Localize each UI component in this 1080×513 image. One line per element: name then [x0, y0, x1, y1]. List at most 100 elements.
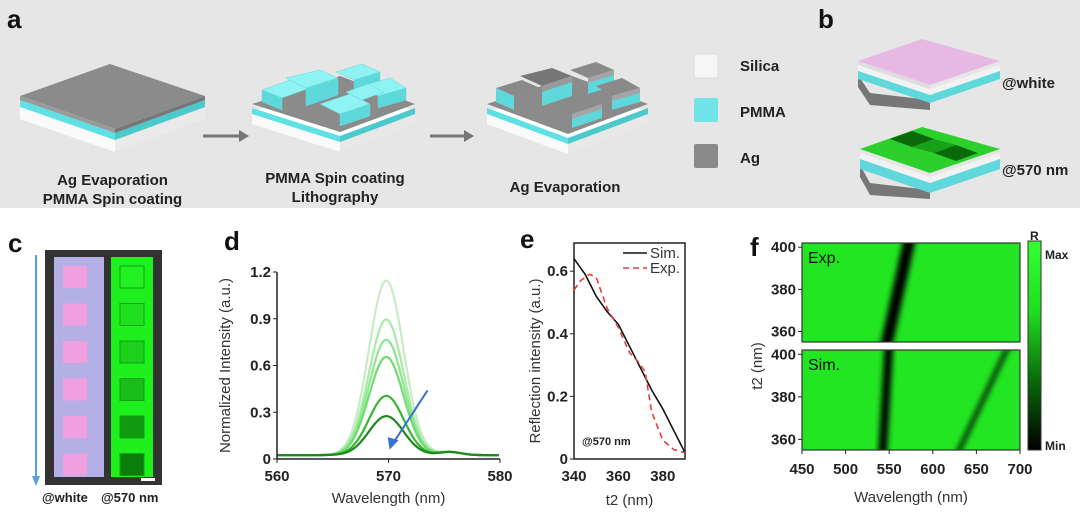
- colorbar-min: Min: [1045, 439, 1066, 453]
- panel-f-label: f: [750, 232, 759, 262]
- x-tick-label: 700: [1007, 461, 1032, 478]
- x-axis-label: Wavelength (nm): [854, 489, 968, 506]
- x-tick-label: 560: [264, 468, 289, 485]
- reflection-dip: [957, 350, 1009, 450]
- y-tick-label: 0: [263, 451, 271, 468]
- reflection-dip: [880, 243, 915, 342]
- scale-bar: [141, 478, 155, 481]
- step-2-line-1: PMMA Spin coating: [265, 170, 405, 187]
- pixel-green: [119, 303, 145, 326]
- series-line-5: [277, 414, 499, 457]
- dip-group: [878, 350, 1009, 450]
- y-tick-label: 0.2: [547, 388, 568, 405]
- trend-arrow: [392, 389, 429, 444]
- step-3-line-1: Ag Evaporation: [509, 179, 621, 196]
- y-tick-label: 0.3: [250, 404, 271, 421]
- silica-swatch-icon: [693, 53, 719, 79]
- y-tick-label: 400: [771, 346, 796, 363]
- step-1-line-1: Ag Evaporation: [57, 172, 168, 189]
- chart-f: Exp. 360 380 400 Sim. 360 380 400 450 500 550 600 65…: [749, 230, 1069, 506]
- x-tick-label: 600: [920, 461, 945, 478]
- y-tick-label: 1.2: [250, 264, 271, 281]
- y-tick-label: 360: [771, 323, 796, 340]
- trend-arrow-head-icon: [387, 437, 399, 450]
- y-tick-label: 0.6: [547, 263, 568, 280]
- y-axis-label: t2 (nm): [749, 342, 766, 390]
- colorbar: [1027, 240, 1042, 451]
- colorbar-title: R: [1030, 230, 1039, 243]
- material-legend-swatches: [693, 53, 719, 168]
- white-image: [54, 257, 104, 477]
- y-tick-label: 380: [771, 389, 796, 406]
- pmma-swatch-icon: [694, 98, 718, 122]
- step-2-caption: PMMA Spin coating Lithography: [250, 169, 420, 207]
- pixel-white: [63, 266, 87, 288]
- caption-570nm: @570 nm: [101, 490, 159, 505]
- series-exp: [573, 273, 686, 454]
- pixel-green: [119, 340, 145, 364]
- structure-570nm: [860, 127, 1000, 199]
- x-axis-label: t2 (nm): [606, 492, 654, 509]
- series-line-0: [277, 279, 499, 457]
- step-1-line-2: PMMA Spin coating: [42, 191, 183, 208]
- x-tick-label: 380: [650, 468, 675, 485]
- optical-images: [32, 250, 162, 486]
- y-tick-label: 0.9: [250, 311, 271, 328]
- arrow-2: [430, 130, 474, 142]
- stack-step-2: [252, 63, 415, 152]
- y-tick-label: 0: [560, 451, 568, 468]
- arrow-head-icon: [32, 476, 40, 486]
- structure-white: [858, 39, 1000, 110]
- x-tick-label: 500: [833, 461, 858, 478]
- step-3-caption: Ag Evaporation: [485, 178, 645, 197]
- colored-structures: [858, 39, 1000, 199]
- y-tick-label: 380: [771, 281, 796, 298]
- panel-d-label: d: [224, 226, 240, 256]
- state-570nm-label: @570 nm: [1002, 162, 1069, 179]
- x-axis-label: Wavelength (nm): [332, 490, 446, 507]
- x-tick-label: 570: [376, 468, 401, 485]
- x-tick-label: 450: [789, 461, 814, 478]
- y-tick-label: 360: [771, 431, 796, 448]
- x-tick-label: 360: [606, 468, 631, 485]
- annotation: @570 nm: [582, 436, 631, 448]
- panel-a-label: a: [7, 4, 22, 34]
- dip-group: [880, 243, 915, 342]
- plot-frame: [573, 242, 686, 460]
- pixel-white: [63, 303, 87, 326]
- legend-silica: Silica: [740, 58, 780, 75]
- step-2-line-2: Lithography: [291, 189, 379, 206]
- x-tick-label: 650: [964, 461, 989, 478]
- y-tick-label: 400: [771, 239, 796, 256]
- legend-label-0: Sim.: [650, 245, 680, 262]
- frame: [801, 349, 1021, 451]
- legend-ag: Ag: [740, 150, 760, 167]
- colorbar-max: Max: [1045, 248, 1069, 262]
- ag-swatch-icon: [694, 144, 718, 168]
- legend-label-1: Exp.: [650, 260, 680, 277]
- subplot-label: Exp.: [808, 250, 840, 267]
- panel-b-label: b: [818, 4, 834, 34]
- frame: [801, 242, 1021, 343]
- panel-e-label: e: [520, 224, 535, 254]
- pixel-white: [63, 341, 87, 363]
- pixel-green: [119, 378, 145, 401]
- pixel-green: [119, 453, 145, 476]
- y-tick-label: 0.4: [547, 326, 569, 343]
- caption-white: @white: [42, 490, 88, 505]
- pixel-white: [63, 378, 87, 401]
- x-tick-label: 550: [877, 461, 902, 478]
- series-line-4: [277, 394, 499, 457]
- pixel-white: [63, 453, 87, 476]
- arrow-1: [203, 130, 249, 142]
- pixel-green: [119, 265, 145, 289]
- reflection-dip: [878, 350, 893, 450]
- step-1-caption: Ag Evaporation PMMA Spin coating: [25, 171, 200, 209]
- y-axis-label: Reflection intensity (a.u.): [527, 278, 544, 443]
- y-axis-label: Normalized Intensity (a.u.): [217, 278, 234, 453]
- legend-pmma: PMMA: [740, 104, 786, 121]
- series-sim: [573, 258, 686, 454]
- stack-step-1: [20, 64, 205, 152]
- green-image: [111, 257, 153, 477]
- y-tick-label: 0.6: [250, 358, 271, 375]
